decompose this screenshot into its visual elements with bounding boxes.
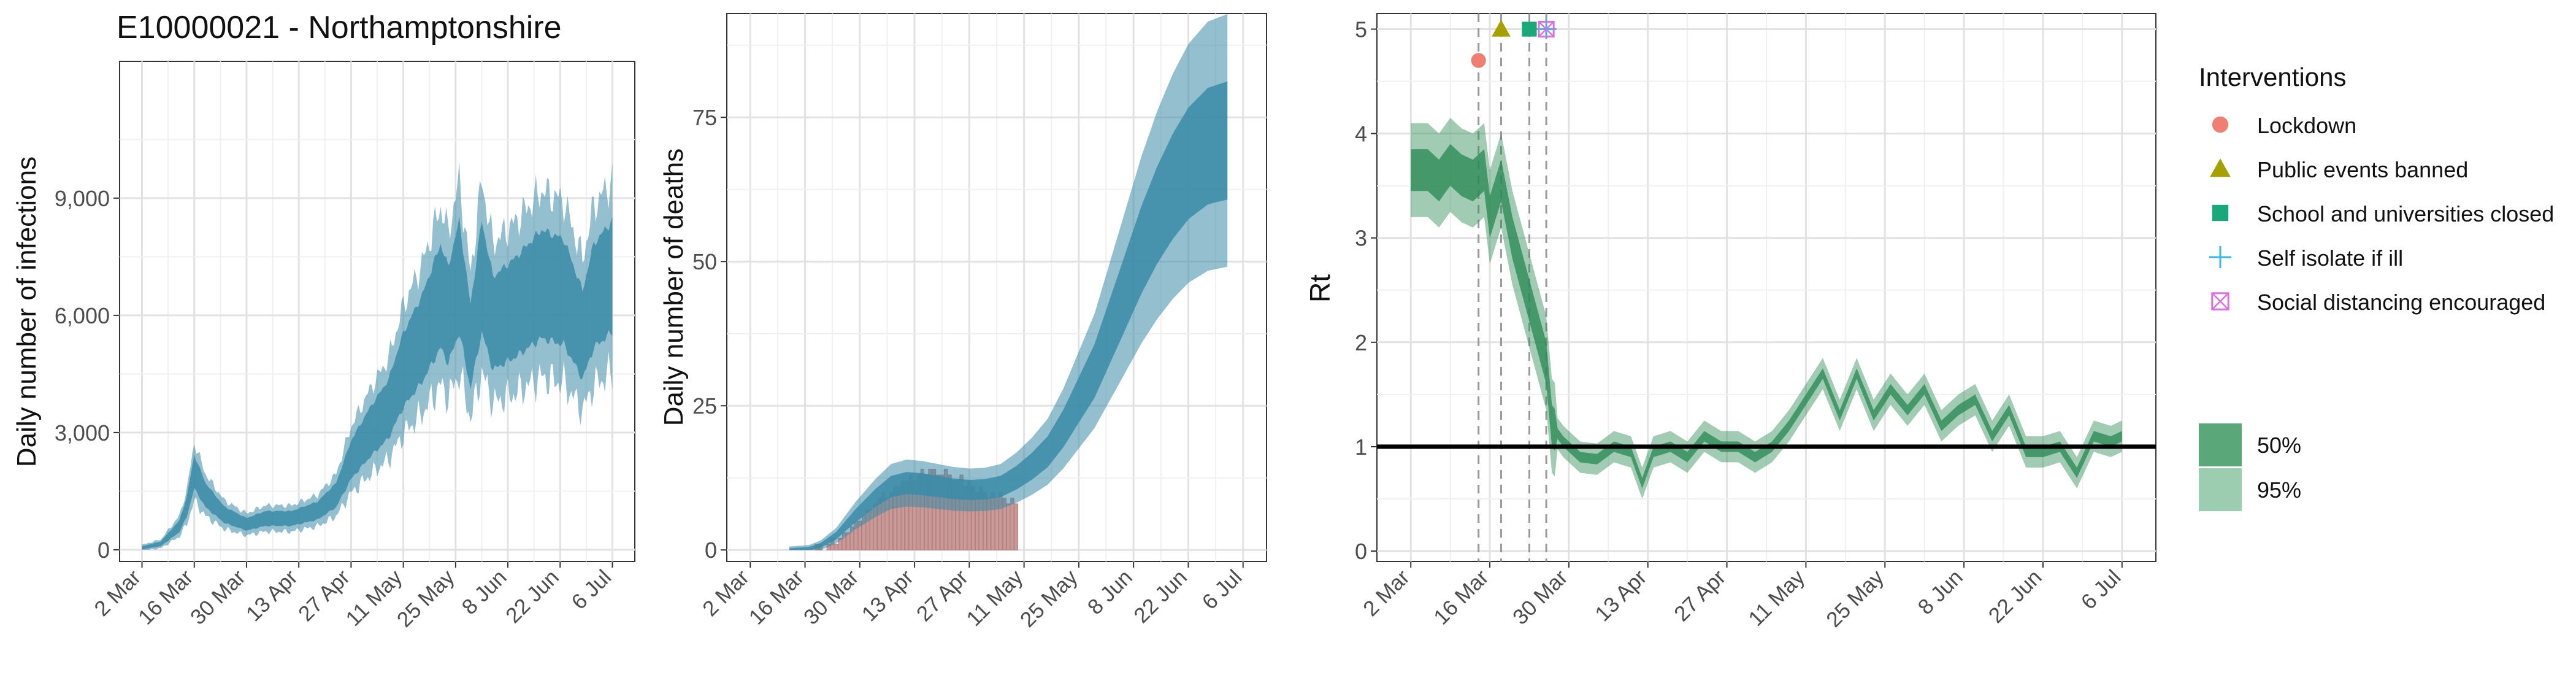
legend-ci-label: 95%: [2257, 477, 2301, 503]
x-tick-label: 22 Jun: [1984, 565, 2047, 628]
ci50-band: [142, 216, 613, 550]
y-tick-label: 25: [692, 393, 717, 419]
legend-marker-icon: [2210, 158, 2231, 177]
intervention-marker: [1538, 20, 1555, 38]
ci50-band: [1411, 144, 2122, 488]
x-tick-label: 27 Apr: [912, 565, 973, 626]
x-tick-label: 25 May: [1822, 565, 1888, 632]
legend-swatch: [2199, 423, 2242, 466]
legend: Interventions Lockdown Public events bann…: [2199, 63, 2554, 511]
legend-title: Interventions: [2199, 63, 2346, 91]
legend-item-label: Social distancing encouraged: [2257, 290, 2545, 315]
intervention-marker: [1522, 21, 1537, 37]
x-tick-label: 22 Jun: [1129, 565, 1192, 628]
intervention-marker: [1492, 20, 1511, 37]
legend-item-label: School and universities closed: [2257, 201, 2554, 226]
death-bar: [1006, 503, 1011, 550]
legend-item-label: Self isolate if ill: [2257, 245, 2403, 271]
y-tick-label: 3: [1355, 226, 1367, 251]
rt-panel: 0 1 2 3 4 5 2 Mar 16 Mar 30 Mar 13 Apr 27 Apr 11 M…: [1304, 13, 2156, 632]
death-bar: [834, 544, 838, 550]
y-tick-label: 0: [705, 538, 717, 563]
death-bar: [1014, 503, 1019, 550]
legend-item: Self isolate if ill: [2209, 245, 2403, 271]
y-tick-label: 1: [1355, 434, 1367, 460]
intervention-marker: [1471, 53, 1486, 68]
x-tick-label: 6 Jul: [2077, 565, 2126, 614]
x-tick-label: 13 Apr: [242, 565, 302, 626]
y-tick-label: 3,000: [55, 420, 110, 446]
ci50-band: [789, 81, 1228, 550]
x-tick-label: 16 Mar: [745, 565, 809, 630]
legend-marker-icon: [2212, 116, 2229, 133]
y-tick-label: 4: [1355, 122, 1367, 147]
y-tick-label: 50: [692, 249, 717, 274]
legend-item: School and universities closed: [2212, 201, 2554, 226]
chart-title: E10000021 - Northamptonshire: [117, 10, 562, 45]
y-axis-label: Rt: [1304, 274, 1336, 303]
y-tick-label: 0: [98, 538, 110, 563]
legend-marker-icon: [2211, 292, 2229, 311]
x-tick-label: 6 Jul: [1198, 565, 1247, 614]
y-tick-label: 6,000: [55, 303, 110, 328]
legend-item-label: Public events banned: [2257, 157, 2468, 182]
y-tick-label: 2: [1355, 330, 1367, 355]
legend-item: Social distancing encouraged: [2211, 290, 2545, 315]
x-tick-label: 8 Jun: [1914, 565, 1968, 619]
x-tick-label: 25 May: [393, 565, 459, 632]
x-tick-label: 22 Jun: [501, 565, 564, 628]
death-bar: [1010, 498, 1014, 550]
x-tick-label: 11 May: [341, 565, 407, 631]
x-tick-label: 11 May: [962, 565, 1027, 631]
legend-ci-label: 50%: [2257, 433, 2301, 458]
legend-marker-icon: [2212, 204, 2229, 222]
x-tick-label: 16 Mar: [1429, 565, 1493, 630]
legend-item-label: Lockdown: [2257, 113, 2356, 138]
x-tick-label: 30 Mar: [799, 565, 864, 630]
legend-ci-item: 95%: [2199, 468, 2301, 511]
x-tick-label: 25 May: [1016, 565, 1083, 632]
x-tick-label: 16 Mar: [134, 565, 198, 630]
legend-item: Public events banned: [2210, 157, 2468, 182]
legend-item: Lockdown: [2212, 113, 2356, 138]
x-tick-label: 6 Jul: [567, 565, 616, 614]
y-axis-label-main: Rt: [1304, 274, 1336, 303]
y-tick-label: 0: [1355, 539, 1367, 564]
ci95-band: [142, 161, 613, 550]
legend-ci-item: 50%: [2199, 423, 2301, 466]
y-axis-label: Daily number of deaths: [659, 149, 689, 426]
y-tick-label: 5: [1355, 17, 1367, 42]
y-axis-label: Daily number of infections: [12, 156, 42, 467]
legend-marker-icon: [2209, 246, 2231, 268]
x-tick-label: 30 Mar: [1508, 565, 1573, 630]
x-tick-label: 13 Apr: [857, 565, 918, 626]
x-tick-label: 13 Apr: [1590, 565, 1651, 626]
legend-swatch: [2199, 468, 2242, 511]
x-tick-label: 30 Mar: [186, 565, 250, 630]
x-tick-label: 27 Apr: [1669, 565, 1730, 626]
y-tick-label: 75: [692, 105, 717, 130]
y-tick-label: 9,000: [55, 186, 110, 211]
x-tick-label: 11 May: [1744, 565, 1809, 631]
x-tick-label: 2 Mar: [1359, 565, 1414, 621]
